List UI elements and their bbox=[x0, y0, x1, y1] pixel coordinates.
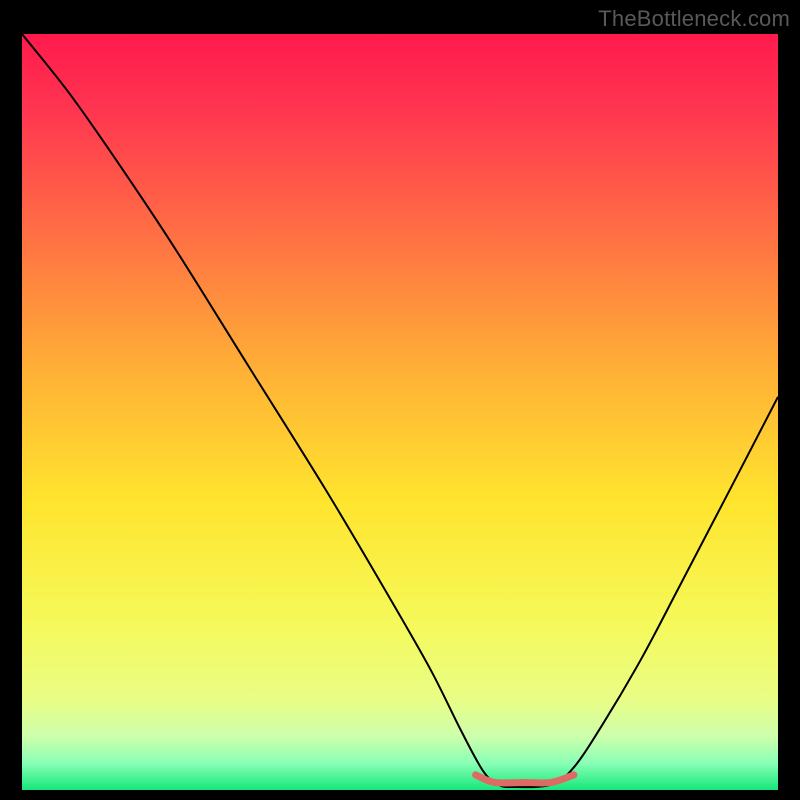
watermark-text: TheBottleneck.com bbox=[598, 6, 790, 32]
chart-frame: TheBottleneck.com bbox=[0, 0, 800, 800]
plot-area bbox=[22, 34, 778, 754]
curve-overlay bbox=[22, 34, 778, 790]
bottleneck-curve bbox=[22, 34, 778, 787]
bottom-highlight bbox=[476, 775, 574, 783]
